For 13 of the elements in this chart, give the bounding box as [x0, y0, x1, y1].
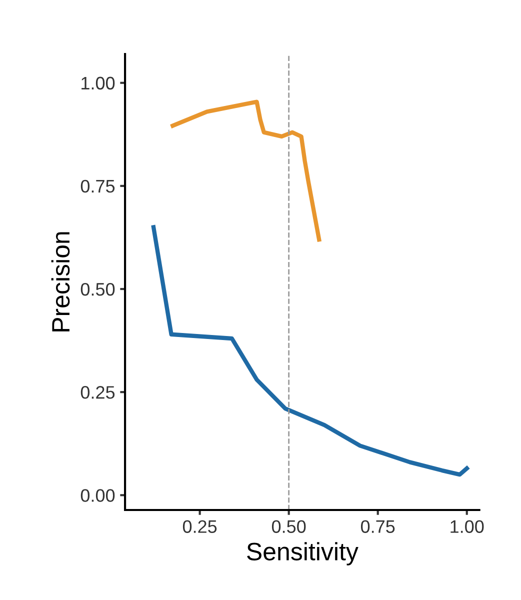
- x-tick-label: 0.50: [272, 520, 306, 533]
- line-series: [170, 100, 322, 242]
- line-series: [151, 225, 469, 477]
- y-tick-label: 0.75: [80, 180, 115, 193]
- x-tick-label: 0.25: [182, 520, 217, 533]
- x-tick-label: 1.00: [450, 520, 484, 533]
- y-axis-title: Precision: [51, 232, 70, 332]
- x-tick-label: 0.75: [360, 520, 395, 533]
- y-tick-label: 1.00: [82, 76, 115, 90]
- y-tick-label: 0.50: [80, 282, 115, 296]
- y-tick-label: 0.25: [80, 386, 115, 399]
- x-axis-title: Sensitivity: [247, 542, 358, 566]
- y-tick-label: 0.00: [80, 489, 115, 502]
